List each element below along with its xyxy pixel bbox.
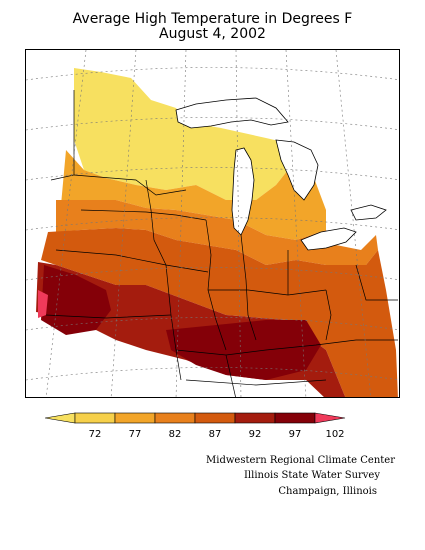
credit-organization: Midwestern Regional Climate Center: [206, 455, 395, 466]
band-77-82: [61, 145, 326, 240]
legend-tick-label: 97: [289, 429, 302, 440]
legend-swatch: [234, 412, 276, 424]
legend-tick-label: 87: [209, 429, 222, 440]
legend-tick-label: 72: [89, 429, 102, 440]
color-legend: 72 77 82 87 92 97 102: [44, 410, 375, 450]
credit-survey: Illinois State Water Survey: [243, 470, 380, 481]
band-82-87: [56, 200, 378, 265]
legend-tick-label: 92: [249, 429, 262, 440]
legend-swatch: [154, 412, 196, 424]
lake-erie: [300, 227, 357, 251]
legend-tick-label: 82: [169, 429, 182, 440]
lake-michigan: [231, 147, 255, 236]
legend-swatch: [114, 412, 156, 424]
legend-swatch: [74, 412, 116, 424]
legend-swatch: [274, 412, 316, 424]
temperature-map: [25, 49, 400, 398]
state-boundaries: [45, 90, 398, 397]
map-subtitle: August 4, 2002: [159, 26, 266, 42]
map-title: Average High Temperature in Degrees F: [72, 11, 353, 27]
legend-arrow-low: [44, 412, 76, 424]
map-canvas: [26, 50, 399, 397]
band-87-92: [41, 228, 398, 397]
legend-arrow-high: [314, 412, 346, 424]
lake-ontario: [350, 204, 387, 221]
band-97-102-south: [166, 320, 321, 380]
legend-swatch: [194, 412, 236, 424]
credit-location: Champaign, Illinois: [278, 486, 377, 497]
band-over-102: [38, 290, 48, 318]
legend-tick-label: 102: [325, 429, 344, 440]
lat-lon-grid: [26, 50, 399, 397]
legend-tick-label: 77: [129, 429, 142, 440]
lake-superior: [175, 97, 289, 129]
legend-bar: 72 77 82 87 92 97 102: [44, 412, 346, 440]
